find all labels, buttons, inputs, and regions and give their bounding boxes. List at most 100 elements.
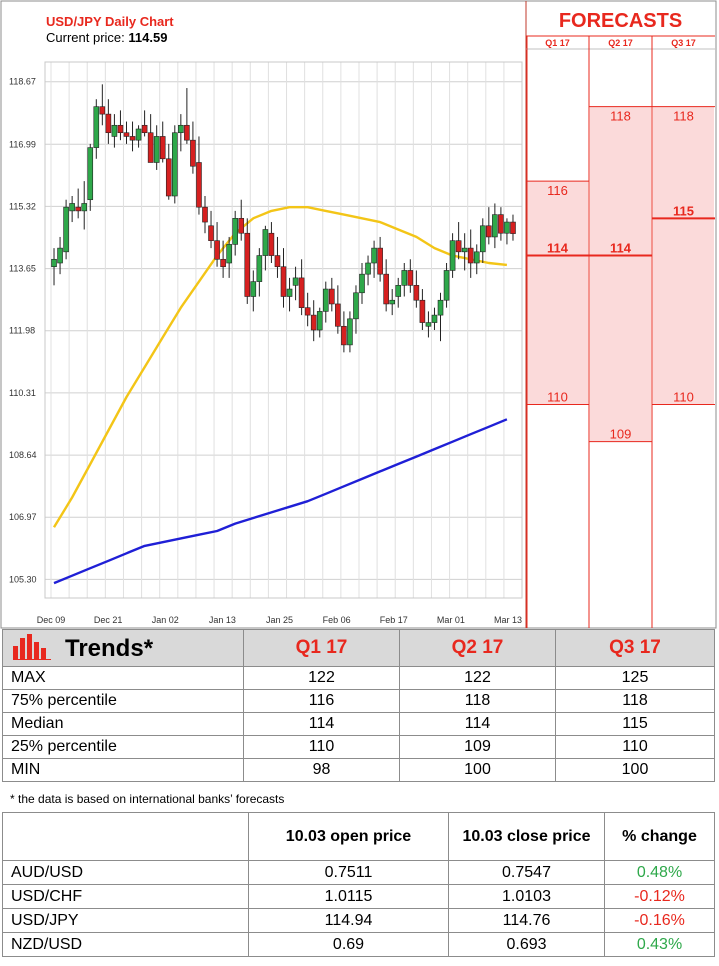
trends-col-q1: Q1 17	[243, 629, 400, 667]
candle-body	[69, 203, 75, 212]
candle-body	[75, 206, 81, 212]
candle-body	[51, 258, 57, 268]
candle-body	[335, 303, 341, 327]
candle-body	[510, 221, 516, 234]
trends-row-label: Median	[2, 712, 244, 736]
y-tick-label: 106.97	[9, 512, 37, 522]
candle-body	[365, 262, 371, 275]
fx-open: 0.69	[248, 932, 449, 957]
candle-body	[443, 270, 450, 301]
y-tick-label: 110.31	[9, 388, 36, 398]
trends-row-label: 75% percentile	[2, 689, 244, 713]
forecast-median-label: 114	[610, 241, 632, 256]
forecast-low-label: 109	[610, 427, 632, 442]
fx-change: -0.16%	[604, 908, 715, 933]
forecast-col-label: Q3 17	[671, 38, 696, 48]
candle-body	[129, 136, 136, 141]
candle-body	[353, 292, 359, 320]
x-tick-label: Jan 02	[152, 615, 179, 625]
candle-body	[359, 273, 365, 294]
candle-body	[347, 318, 353, 346]
candle-body	[389, 299, 396, 305]
x-tick-label: Mar 13	[494, 615, 522, 625]
y-tick-label: 108.64	[9, 450, 37, 460]
fx-table: 10.03 open price 10.03 close price % cha…	[2, 812, 715, 957]
trends-cell: 98	[243, 758, 400, 782]
candle-body	[184, 124, 190, 141]
trends-row: Median 114 114 115	[2, 712, 715, 736]
trends-cell: 122	[243, 666, 400, 690]
candle-body	[449, 240, 456, 271]
candle-body	[286, 288, 293, 297]
forecast-col-label: Q2 17	[608, 38, 633, 48]
candle-body	[202, 206, 208, 223]
candle-body	[232, 218, 238, 245]
fx-row: AUD/USD 0.7511 0.7547 0.48%	[2, 860, 715, 885]
forecast-high-label: 118	[673, 109, 694, 124]
forecast-low-label: 110	[673, 389, 694, 404]
fx-close: 1.0103	[448, 884, 605, 909]
fx-open: 114.94	[248, 908, 449, 933]
candle-body	[298, 277, 305, 308]
trends-cell: 100	[399, 758, 556, 782]
x-tick-label: Dec 09	[37, 615, 66, 625]
fx-change: -0.12%	[604, 884, 715, 909]
candle-body	[395, 285, 402, 297]
candle-body	[165, 158, 172, 197]
trends-row-label: MIN	[2, 758, 244, 782]
candle-body	[208, 225, 214, 241]
candle-body	[316, 311, 323, 331]
trends-cell: 116	[243, 689, 400, 713]
fx-row: NZD/USD 0.69 0.693 0.43%	[2, 932, 715, 957]
trends-col-q3: Q3 17	[555, 629, 715, 667]
candle-body	[310, 314, 317, 331]
candle-body	[178, 124, 184, 134]
candle-body	[455, 240, 462, 253]
candle-body	[123, 132, 130, 137]
ma-short-line	[52, 206, 508, 528]
fx-pair: AUD/USD	[2, 860, 249, 885]
fx-close: 0.7547	[448, 860, 605, 885]
y-tick-label: 116.99	[9, 139, 36, 149]
candle-body	[159, 136, 166, 160]
candle-body	[377, 247, 383, 275]
fx-change: 0.43%	[604, 932, 715, 957]
fx-pair: USD/JPY	[2, 908, 249, 933]
current-price-value: 114.59	[128, 30, 167, 45]
fx-pair: NZD/USD	[2, 932, 249, 957]
x-tick-label: Feb 17	[380, 615, 408, 625]
trends-cell: 125	[555, 666, 715, 690]
candle-body	[262, 229, 269, 256]
fx-row: USD/JPY 114.94 114.76 -0.16%	[2, 908, 715, 933]
forecast-median-label: 114	[547, 241, 569, 256]
trends-cell: 118	[555, 689, 715, 713]
trends-row: 75% percentile 116 118 118	[2, 689, 715, 713]
candle-body	[280, 266, 287, 297]
current-price-text: Current price: 114.59	[46, 30, 167, 45]
chart-area: 118.67 116.99 115.32 113.65 111.98 110.31 108.…	[0, 0, 717, 629]
candle-body	[504, 221, 510, 234]
forecast-range-box	[653, 106, 714, 405]
candle-body	[244, 232, 251, 297]
x-tick-label: Feb 06	[323, 615, 351, 625]
candle-body	[329, 288, 335, 305]
chart-title: USD/JPY Daily Chart	[46, 14, 174, 29]
candle-body	[63, 206, 69, 253]
candle-body	[87, 147, 94, 201]
fx-pair: USD/CHF	[2, 884, 249, 909]
candle-body	[196, 162, 202, 208]
fx-header-change: % change	[604, 812, 715, 861]
candle-body	[419, 299, 426, 323]
candle-body	[214, 240, 220, 260]
candle-body	[250, 281, 257, 297]
forecast-col-label: Q1 17	[545, 38, 570, 48]
y-tick-label: 113.65	[9, 264, 36, 274]
candle-body	[437, 299, 444, 316]
trends-row: MAX 122 122 125	[2, 666, 715, 690]
candle-body	[492, 214, 498, 238]
trends-header-row: Trends* Q1 17 Q2 17 Q3 17	[2, 629, 715, 667]
candle-body	[274, 255, 281, 268]
candle-body	[117, 124, 124, 134]
trends-cell: 110	[555, 735, 715, 759]
candle-body	[226, 244, 232, 264]
